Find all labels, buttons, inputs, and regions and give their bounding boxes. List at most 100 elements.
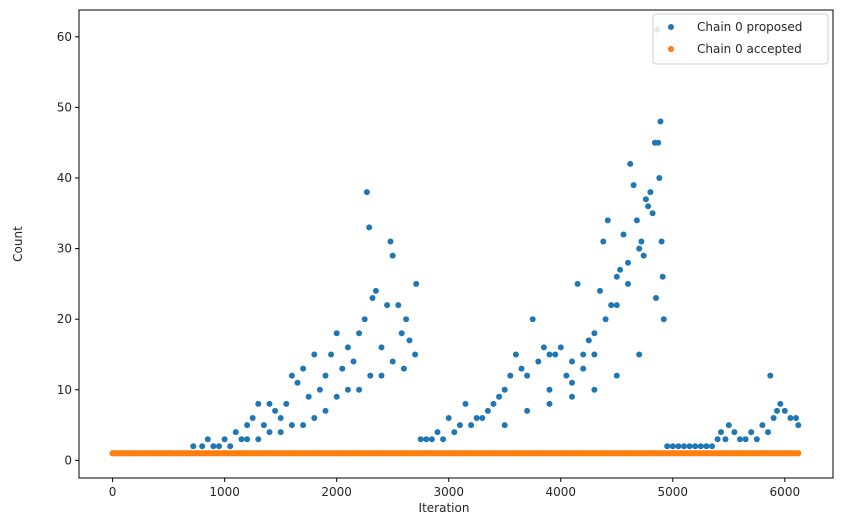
point-proposed [204,436,211,443]
point-proposed [770,415,777,421]
point-accepted [490,450,497,457]
point-accepted [266,450,273,457]
point-proposed [333,330,340,337]
point-proposed [356,386,363,393]
point-proposed [210,443,217,450]
point-proposed [398,330,405,337]
y-tick-label: 40 [57,171,72,185]
point-proposed [272,407,279,414]
point-proposed [423,436,430,443]
point-proposed [658,238,665,245]
x-tick-label: 3000 [433,485,464,499]
point-proposed [328,351,335,358]
point-proposed [759,422,766,429]
point-accepted [221,450,228,457]
point-proposed [653,295,659,301]
point-proposed [316,386,323,393]
point-proposed [795,422,802,429]
point-proposed [608,302,615,309]
point-proposed [507,372,514,379]
point-proposed [656,175,663,181]
point-proposed [602,316,609,323]
point-proposed [659,273,666,280]
point-proposed [636,351,643,358]
point-proposed [620,231,627,238]
point-proposed [591,351,598,358]
point-accepted [535,450,542,457]
point-proposed [692,443,699,450]
point-proposed [311,351,318,358]
point-proposed [244,422,251,429]
point-proposed [569,393,575,400]
point-proposed [322,407,329,414]
legend-box [652,13,829,65]
point-proposed [552,351,559,358]
point-proposed [697,443,704,450]
point-proposed [227,443,234,450]
point-proposed [300,365,307,372]
point-proposed [640,252,647,259]
point-proposed [731,429,738,436]
point-proposed [361,316,368,323]
x-tick-label: 2000 [321,485,352,499]
point-proposed [742,436,749,443]
point-proposed [546,386,553,393]
point-proposed [366,224,373,231]
point-proposed [569,358,575,365]
point-proposed [473,415,480,421]
point-proposed [294,379,301,386]
point-proposed [591,330,598,337]
point-proposed [406,337,413,344]
point-proposed [311,415,318,421]
point-proposed [613,273,620,280]
point-proposed [767,372,774,379]
point-proposed [765,429,771,436]
point-proposed [260,422,267,429]
point-proposed [378,372,385,379]
point-proposed [657,118,664,125]
point-proposed [591,386,598,393]
point-proposed [574,280,581,287]
point-proposed [540,344,547,351]
x-tick-label: 0 [109,485,117,499]
point-proposed [389,252,396,259]
point-proposed [625,259,631,266]
point-proposed [395,302,402,309]
y-axis-title: Count [11,226,25,262]
legend-label-accepted: Chain 0 accepted [697,42,802,56]
point-proposed [339,365,346,372]
y-tick-label: 0 [64,453,72,467]
point-proposed [675,443,682,450]
point-proposed [647,189,654,196]
x-tick-label: 5000 [658,485,689,499]
legend-label-proposed: Chain 0 proposed [697,20,802,34]
point-proposed [638,238,645,245]
point-proposed [451,429,458,436]
point-proposed [501,422,508,429]
point-proposed [389,358,396,365]
point-accepted [423,450,430,457]
point-proposed [468,422,475,429]
point-proposed [369,295,376,301]
point-proposed [600,238,607,245]
point-proposed [283,400,290,407]
point-accepted [356,450,363,457]
point-proposed [686,443,693,450]
point-proposed [221,436,228,443]
point-proposed [288,422,295,429]
point-proposed [277,415,284,421]
point-accepted [154,450,161,457]
plot-area [79,10,833,478]
y-tick-label: 60 [57,30,72,44]
point-proposed [535,358,542,365]
point-proposed [400,365,407,372]
point-accepted [557,450,564,457]
point-proposed [456,422,463,429]
point-proposed [580,351,587,358]
point-accepted [199,450,206,457]
point-proposed [333,393,340,400]
point-proposed [434,429,441,436]
point-proposed [255,400,262,407]
x-axis: 0 1000 2000 3000 4000 5000 6000 [109,478,800,499]
